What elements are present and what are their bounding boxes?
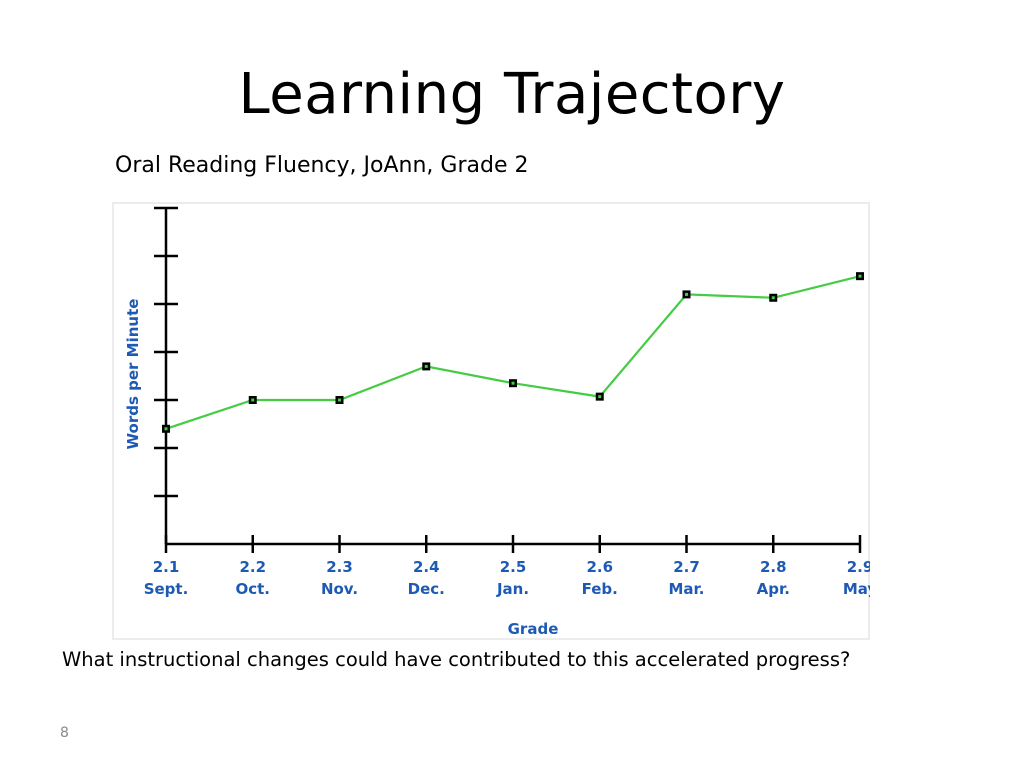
data-point-center	[251, 398, 255, 402]
x-tick-label: 2.7	[673, 558, 700, 576]
data-point-center	[858, 274, 862, 278]
chart-frame: 2.1 Sept. 2.2 Oct. 2.3 Nov. 2.4 Dec. 2.5 Jan. 2.6 F…	[112, 202, 870, 640]
x-axis: 2.1 Sept. 2.2 Oct. 2.3 Nov. 2.4 Dec. 2.5 Jan. 2.6 F…	[144, 535, 870, 598]
y-axis-title: Words per Minute	[124, 299, 142, 450]
x-tick-sublabel: Sept.	[144, 580, 189, 598]
slide-title: Learning Trajectory	[238, 62, 786, 127]
x-tick-sublabel: Nov.	[321, 580, 358, 598]
x-tick-label: 2.5	[500, 558, 527, 576]
x-tick-sublabel: Jan.	[496, 580, 529, 598]
x-tick-label: 2.8	[760, 558, 787, 576]
page-number: 8	[60, 725, 69, 741]
line-chart: 2.1 Sept. 2.2 Oct. 2.3 Nov. 2.4 Dec. 2.5 Jan. 2.6 F…	[124, 206, 870, 638]
data-point-center	[598, 395, 602, 399]
x-tick-sublabel: Feb.	[582, 580, 618, 598]
data-point-center	[164, 427, 168, 431]
x-tick-sublabel: Apr.	[757, 580, 790, 598]
x-tick-sublabel: May	[843, 580, 870, 598]
data-point-center	[685, 292, 688, 296]
data-point-center	[511, 381, 515, 385]
discussion-question: What instructional changes could have co…	[62, 648, 851, 671]
x-axis-title: Grade	[508, 620, 559, 638]
x-tick-sublabel: Mar.	[668, 580, 704, 598]
data-point-center	[338, 398, 341, 402]
data-point-center	[771, 296, 775, 300]
x-tick-sublabel: Dec.	[408, 580, 445, 598]
x-tick-label: 2.9	[847, 558, 870, 576]
x-tick-label: 2.1	[153, 558, 180, 576]
series-group	[162, 272, 864, 433]
x-tick-sublabel: Oct.	[235, 580, 270, 598]
x-tick-label: 2.2	[239, 558, 266, 576]
x-tick-label: 2.4	[413, 558, 440, 576]
chart-subtitle: Oral Reading Fluency, JoAnn, Grade 2	[115, 153, 529, 178]
series-line	[165, 275, 861, 430]
x-tick-label: 2.6	[586, 558, 613, 576]
data-point-center	[424, 364, 428, 368]
y-axis	[154, 206, 178, 544]
x-tick-label: 2.3	[326, 558, 353, 576]
